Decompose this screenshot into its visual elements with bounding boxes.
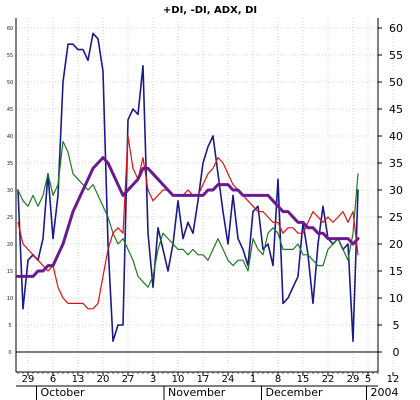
y-tick-label-left: 0	[8, 350, 11, 356]
y-tick-label-right: 40	[389, 130, 403, 143]
y-tick-label-right: 25	[389, 211, 403, 224]
x-tick-label: 15	[297, 374, 310, 385]
y-tick-label-left: 10	[7, 296, 13, 302]
y-axis-right: 0 5 10 15 20 25 30 35 40 45 50 55 60	[378, 22, 403, 359]
y-tick-label-left: 15	[7, 269, 13, 275]
series-line-3	[17, 135, 359, 310]
y-tick-label-right: 20	[389, 238, 403, 251]
y-tick-label-left: 45	[7, 107, 13, 113]
y-tick-label-left: 40	[7, 134, 13, 140]
x-tick-label: 17	[197, 374, 210, 385]
month-label: October	[41, 386, 85, 399]
plot-area	[16, 32, 360, 343]
month-label: 2004	[371, 386, 399, 399]
series-line-2	[17, 140, 359, 288]
x-tick-label: 29	[22, 374, 35, 385]
month-label: November	[168, 386, 226, 399]
y-tick-label-right: 10	[389, 292, 403, 305]
y-tick-label-right: 35	[389, 157, 403, 170]
x-tick-label: 6	[50, 374, 56, 385]
y-tick-label-right: 50	[389, 76, 403, 89]
y-tick-label-right: 45	[389, 103, 403, 116]
x-tick-label: 20	[97, 374, 110, 385]
y-tick-label-left: 5	[8, 323, 11, 329]
y-tick-label-left: 20	[7, 242, 13, 248]
y-tick-label-left: 55	[7, 53, 13, 59]
series-line-1	[17, 32, 359, 343]
x-tick-label: 10	[172, 374, 185, 385]
y-tick-label-right: 30	[389, 184, 403, 197]
y-tick-label-left: 25	[7, 215, 13, 221]
y-tick-label-right: 15	[389, 265, 403, 278]
x-tick-label: 5	[365, 374, 371, 385]
axes	[15, 18, 379, 387]
series-line-4	[16, 156, 360, 278]
y-axis-left: 0 5 10 15 20 25 30 35 40 45 50 55 60	[7, 26, 13, 356]
y-tick-label-left: 35	[7, 161, 13, 167]
x-tick-label: 3	[150, 374, 156, 385]
y-tick-label-right: 55	[389, 49, 403, 62]
y-tick-label-right: 60	[389, 22, 403, 35]
x-tick-label: 27	[122, 374, 135, 385]
x-tick-label: 24	[222, 374, 235, 385]
y-tick-label-left: 30	[7, 188, 13, 194]
x-tick-label: 13	[72, 374, 85, 385]
y-tick-label-left: 60	[7, 26, 13, 32]
chart-title: +DI, -DI, ADX, DI	[163, 5, 257, 16]
x-tick-label: 29	[347, 374, 360, 385]
x-tick-label: 22	[322, 374, 335, 385]
x-axis: 29 6 13 20 27 3 10 17 24 1 8 15 22 29 5 12 October Novemb…	[17, 372, 400, 400]
month-label: December	[266, 386, 324, 399]
x-tick-label: 12	[387, 374, 400, 385]
y-tick-label-right: 0	[393, 346, 400, 359]
x-tick-label: 1	[250, 374, 256, 385]
y-tick-label-left: 50	[7, 80, 13, 86]
x-tick-label: 8	[275, 374, 281, 385]
y-tick-label-right: 5	[393, 319, 400, 332]
